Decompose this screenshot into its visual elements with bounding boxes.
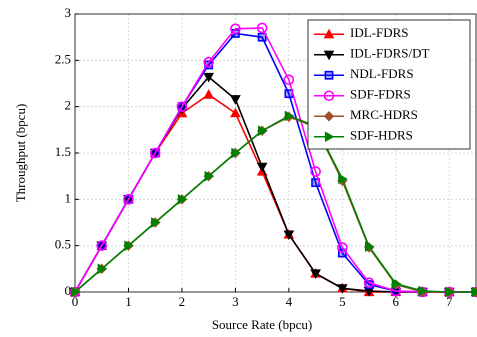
- legend-marker: [324, 131, 335, 143]
- legend-label: IDL-FDRS: [350, 25, 409, 40]
- marker: [230, 95, 241, 105]
- x-axis-label: Source Rate (bpcu): [212, 317, 312, 332]
- marker: [258, 125, 268, 137]
- y-tick-label: 1.5: [55, 144, 71, 159]
- legend-marker: [323, 50, 335, 61]
- legend-marker: [324, 70, 334, 80]
- marker: [96, 240, 108, 251]
- marker: [203, 89, 215, 99]
- marker: [230, 23, 241, 35]
- y-tick-label: 3: [65, 5, 72, 20]
- marker: [149, 147, 161, 159]
- marker: [70, 286, 81, 298]
- x-tick-label: 5: [339, 294, 346, 309]
- marker: [283, 74, 295, 86]
- x-tick-label: 4: [286, 294, 293, 309]
- marker: [338, 173, 348, 185]
- marker: [310, 269, 321, 279]
- series-line: [74, 27, 476, 293]
- legend-marker: [323, 28, 335, 39]
- marker: [336, 284, 348, 294]
- marker: [124, 240, 134, 252]
- plot-frame: [74, 13, 477, 293]
- legend-marker: [323, 111, 335, 122]
- legend-marker: [323, 90, 335, 102]
- marker: [257, 32, 267, 42]
- x-tick-label: 7: [446, 294, 453, 309]
- marker: [203, 72, 215, 83]
- marker: [256, 22, 268, 34]
- series-line: [74, 115, 476, 293]
- legend-label: SDF-HDRS: [350, 128, 413, 143]
- marker: [151, 217, 161, 228]
- y-tick-label: 2.5: [55, 51, 71, 66]
- marker: [310, 166, 321, 177]
- marker: [230, 107, 241, 118]
- marker: [231, 147, 241, 159]
- marker: [418, 285, 429, 297]
- legend-box: [307, 19, 471, 150]
- marker: [337, 242, 348, 253]
- y-tick-label: 1: [65, 190, 72, 205]
- marker: [177, 193, 188, 205]
- marker: [364, 241, 375, 252]
- marker: [256, 162, 268, 173]
- marker: [391, 278, 402, 290]
- x-tick-label: 2: [179, 294, 186, 309]
- x-tick-label: 1: [125, 294, 132, 309]
- legend-label: IDL-FDRS/DT: [350, 46, 430, 61]
- marker: [204, 170, 215, 182]
- marker: [176, 101, 188, 112]
- marker: [203, 56, 214, 68]
- legend-label: SDF-FDRS: [350, 87, 411, 102]
- y-axis-label: Throughput (bpcu): [13, 104, 28, 203]
- legend-label: NDL-FDRS: [350, 66, 414, 81]
- y-tick-label: 0: [65, 283, 72, 298]
- marker: [363, 277, 375, 289]
- marker: [123, 194, 134, 205]
- y-tick-label: 2: [65, 98, 72, 113]
- x-tick-label: 3: [232, 294, 239, 309]
- marker: [471, 286, 477, 298]
- legend-label: MRC-HDRS: [350, 107, 418, 122]
- x-tick-label: 6: [393, 294, 400, 309]
- y-tick-label: 0.5: [55, 237, 71, 252]
- marker: [283, 230, 295, 241]
- marker: [97, 263, 108, 275]
- marker: [284, 110, 295, 122]
- marker: [445, 286, 455, 298]
- x-tick-label: 0: [72, 294, 79, 309]
